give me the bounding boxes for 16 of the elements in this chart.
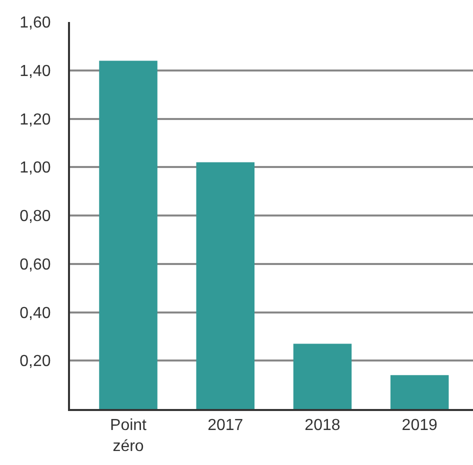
x-tick-label: Point zéro (110, 417, 148, 455)
bar (99, 60, 158, 409)
x-tick-label: 2018 (304, 417, 340, 434)
bar (196, 162, 255, 409)
y-tick-label: 1,00 (20, 160, 51, 177)
y-tick-label: 1,40 (20, 62, 51, 80)
x-tick-label: 2019 (402, 417, 438, 434)
y-tick-label: 0,60 (20, 256, 51, 274)
y-tick-label: 1,20 (20, 111, 51, 128)
y-tick-label: 0,20 (20, 353, 51, 370)
y-tick-label: 0,80 (20, 208, 51, 226)
y-tick-label: 1,60 (20, 14, 51, 32)
bar (390, 375, 449, 409)
bar (293, 344, 352, 409)
x-tick-label: 2017 (208, 417, 244, 434)
y-tick-label: 0,40 (20, 304, 51, 322)
